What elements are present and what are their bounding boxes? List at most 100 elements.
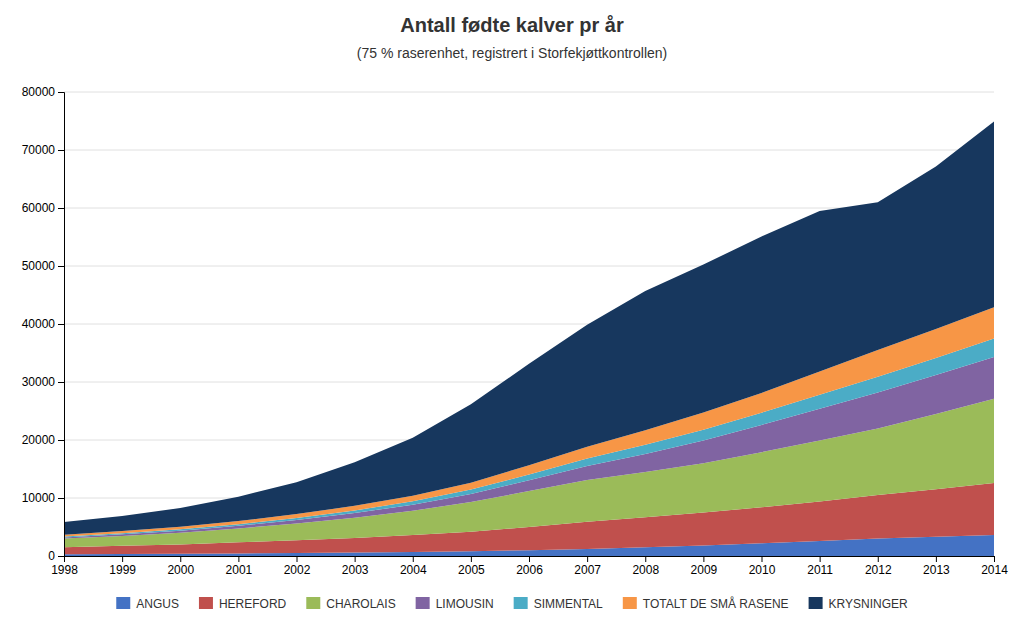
legend: ANGUS HEREFORD CHAROLAIS LIMOUSIN SIMMENTAL T… xyxy=(116,596,908,611)
x-tick: 2010 xyxy=(749,556,776,577)
area xyxy=(64,122,994,535)
y-tick-mark xyxy=(58,382,64,383)
x-tick-label: 2005 xyxy=(458,563,485,577)
x-tick: 2000 xyxy=(167,556,194,577)
x-tick-label: 2000 xyxy=(167,563,194,577)
legend-item: KRYSNINGER xyxy=(809,597,908,611)
legend-item: HEREFORD xyxy=(199,597,287,611)
y-tick: 30000 xyxy=(22,375,64,389)
legend-label: CHAROLAIS xyxy=(326,597,395,611)
x-tick: 2009 xyxy=(691,556,718,577)
y-tick: 70000 xyxy=(22,143,64,157)
x-tick-label: 2009 xyxy=(691,563,718,577)
legend-swatch xyxy=(809,597,823,609)
legend-label: HEREFORD xyxy=(219,597,287,611)
legend-swatch xyxy=(623,597,637,609)
x-tick-mark xyxy=(180,556,181,562)
x-tick: 2004 xyxy=(400,556,427,577)
subtitle: (75 % raserenhet, registrert i Storfekjø… xyxy=(357,45,667,61)
legend-item: LIMOUSIN xyxy=(416,597,494,611)
x-tick-mark xyxy=(471,556,472,562)
x-tick: 2013 xyxy=(923,556,950,577)
x-axis-line xyxy=(65,557,995,563)
x-tick-mark xyxy=(878,556,879,562)
areas xyxy=(64,122,994,556)
grid-line xyxy=(64,92,994,93)
grid-line xyxy=(64,150,994,151)
legend-item: CHAROLAIS xyxy=(306,597,395,611)
x-tick-label: 1998 xyxy=(51,563,78,577)
y-tick-mark xyxy=(58,208,64,209)
y-tick-label: 30000 xyxy=(22,375,56,389)
legend-label: SIMMENTAL xyxy=(534,597,603,611)
plot: 1998199920002001200220032004200520062007… xyxy=(22,85,1009,576)
x-tick: 2002 xyxy=(284,556,311,577)
x-tick-mark xyxy=(645,556,646,562)
title: Antall fødte kalver pr år xyxy=(400,14,624,36)
x-tick-label: 2011 xyxy=(807,563,833,577)
y-tick-label: 0 xyxy=(48,549,55,563)
legend-item: ANGUS xyxy=(116,597,179,611)
y-tick-mark xyxy=(58,556,64,557)
y-tick: 20000 xyxy=(22,433,64,447)
y-tick: 10000 xyxy=(22,491,64,505)
x-tick-label: 2010 xyxy=(749,563,776,577)
y-tick: 50000 xyxy=(22,259,64,273)
x-axis: 1998199920002001200220032004200520062007… xyxy=(51,556,1008,577)
x-tick: 2007 xyxy=(574,556,601,577)
y-tick-label: 70000 xyxy=(22,143,56,157)
y-tick-label: 80000 xyxy=(22,85,56,99)
x-tick-mark xyxy=(994,556,995,562)
x-tick: 2011 xyxy=(807,556,833,577)
x-tick-mark xyxy=(587,556,588,562)
x-tick-label: 2004 xyxy=(400,563,427,577)
legend-swatch xyxy=(306,597,320,609)
x-tick-label: 2002 xyxy=(284,563,311,577)
y-tick-label: 40000 xyxy=(22,317,56,331)
x-tick: 2006 xyxy=(516,556,543,577)
y-tick-mark xyxy=(58,498,64,499)
legend-swatch xyxy=(514,597,528,609)
y-tick-label: 20000 xyxy=(22,433,56,447)
x-tick: 2003 xyxy=(342,556,369,577)
x-tick-label: 2013 xyxy=(923,563,950,577)
x-tick-label: 2012 xyxy=(865,563,892,577)
x-tick-label: 2014 xyxy=(981,563,1008,577)
y-tick-label: 50000 xyxy=(22,259,56,273)
x-tick: 1999 xyxy=(109,556,136,577)
x-tick-mark xyxy=(936,556,937,562)
y-tick: 80000 xyxy=(22,85,64,99)
y-tick-mark xyxy=(58,150,64,151)
x-tick-mark xyxy=(238,556,239,562)
x-tick-mark xyxy=(297,556,298,562)
x-tick: 1998 xyxy=(51,556,78,577)
y-tick-mark xyxy=(58,324,64,325)
x-tick: 2005 xyxy=(458,556,485,577)
legend-swatch xyxy=(416,597,430,609)
legend-item: SIMMENTAL xyxy=(514,597,603,611)
legend-item: TOTALT DE SMÅ RASENE xyxy=(623,596,789,611)
x-tick-mark xyxy=(820,556,821,562)
y-tick-mark xyxy=(58,440,64,441)
legend-label: LIMOUSIN xyxy=(436,597,494,611)
x-tick: 2008 xyxy=(632,556,659,577)
legend-swatch xyxy=(116,597,130,609)
x-tick: 2014 xyxy=(981,556,1008,577)
legend-label: TOTALT DE SMÅ RASENE xyxy=(643,596,789,611)
x-tick-mark xyxy=(529,556,530,562)
x-tick-label: 2003 xyxy=(342,563,369,577)
legend-label: KRYSNINGER xyxy=(829,597,908,611)
y-tick-label: 10000 xyxy=(22,491,56,505)
x-tick-mark xyxy=(355,556,356,562)
x-tick-label: 2007 xyxy=(574,563,601,577)
x-tick-mark xyxy=(703,556,704,562)
y-tick: 60000 xyxy=(22,201,64,215)
y-axis: 0 10000 20000 30000 40000 50000 60000 70000 8000… xyxy=(22,85,65,563)
legend-label: ANGUS xyxy=(136,597,179,611)
x-tick-mark xyxy=(122,556,123,562)
x-tick-label: 1999 xyxy=(109,563,136,577)
legend-swatch xyxy=(199,597,213,609)
y-tick-mark xyxy=(58,92,64,93)
x-tick-label: 2006 xyxy=(516,563,543,577)
x-tick-label: 2008 xyxy=(632,563,659,577)
